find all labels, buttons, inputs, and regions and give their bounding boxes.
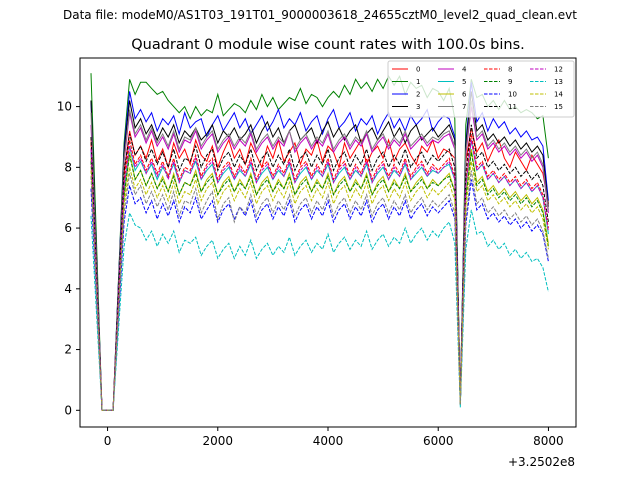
legend-frame bbox=[387, 60, 575, 118]
x-offset-label: +3.2502e8 bbox=[508, 455, 575, 469]
series-line-3 bbox=[90, 91, 549, 411]
legend-label-11: 11 bbox=[508, 103, 517, 111]
series-line-6 bbox=[90, 149, 549, 411]
series-line-11 bbox=[90, 124, 549, 411]
legend-label-9: 9 bbox=[508, 78, 512, 86]
legend-label-15: 15 bbox=[554, 103, 563, 111]
y-tick-label: 10 bbox=[57, 100, 72, 114]
chart-title: Quadrant 0 module wise count rates with … bbox=[131, 37, 525, 53]
x-tick-label: 0 bbox=[104, 434, 112, 448]
series-line-9 bbox=[90, 152, 549, 411]
y-tick-label: 2 bbox=[64, 343, 72, 357]
legend-label-12: 12 bbox=[554, 66, 563, 74]
legend-label-13: 13 bbox=[554, 78, 563, 86]
legend-label-3: 3 bbox=[416, 103, 420, 111]
suptitle: Data file: modeM0/AS1T03_191T01_90000036… bbox=[63, 8, 577, 22]
y-tick-label: 6 bbox=[64, 221, 72, 235]
plot-lines bbox=[90, 73, 549, 411]
legend-label-14: 14 bbox=[554, 91, 563, 99]
legend-label-6: 6 bbox=[462, 91, 467, 99]
x-tick-label: 8000 bbox=[533, 434, 564, 448]
legend-label-4: 4 bbox=[462, 66, 467, 74]
series-line-15 bbox=[90, 170, 549, 411]
series-line-5 bbox=[90, 139, 549, 411]
series-line-13 bbox=[90, 209, 549, 411]
y-tick-label: 4 bbox=[64, 282, 72, 296]
legend-label-10: 10 bbox=[508, 91, 517, 99]
series-line-8 bbox=[90, 133, 549, 411]
series-line-14 bbox=[90, 161, 549, 411]
y-tick-label: 8 bbox=[64, 160, 72, 174]
x-tick-label: 6000 bbox=[423, 434, 454, 448]
series-line-12 bbox=[90, 139, 549, 411]
series-line-10 bbox=[90, 179, 549, 411]
legend-label-2: 2 bbox=[416, 91, 420, 99]
legend-label-1: 1 bbox=[416, 78, 420, 86]
series-line-4 bbox=[90, 106, 549, 411]
legend-label-5: 5 bbox=[462, 78, 466, 86]
legend-label-7: 7 bbox=[462, 103, 466, 111]
y-tick-label: 0 bbox=[64, 403, 72, 417]
x-tick-label: 2000 bbox=[203, 434, 234, 448]
legend-label-0: 0 bbox=[416, 66, 420, 74]
axes: 0 2000 4000 6000 8000 0 2 4 6 8 10 bbox=[57, 100, 564, 448]
series-line-7 bbox=[90, 100, 549, 411]
x-tick-label: 4000 bbox=[313, 434, 344, 448]
legend-label-8: 8 bbox=[508, 66, 512, 74]
